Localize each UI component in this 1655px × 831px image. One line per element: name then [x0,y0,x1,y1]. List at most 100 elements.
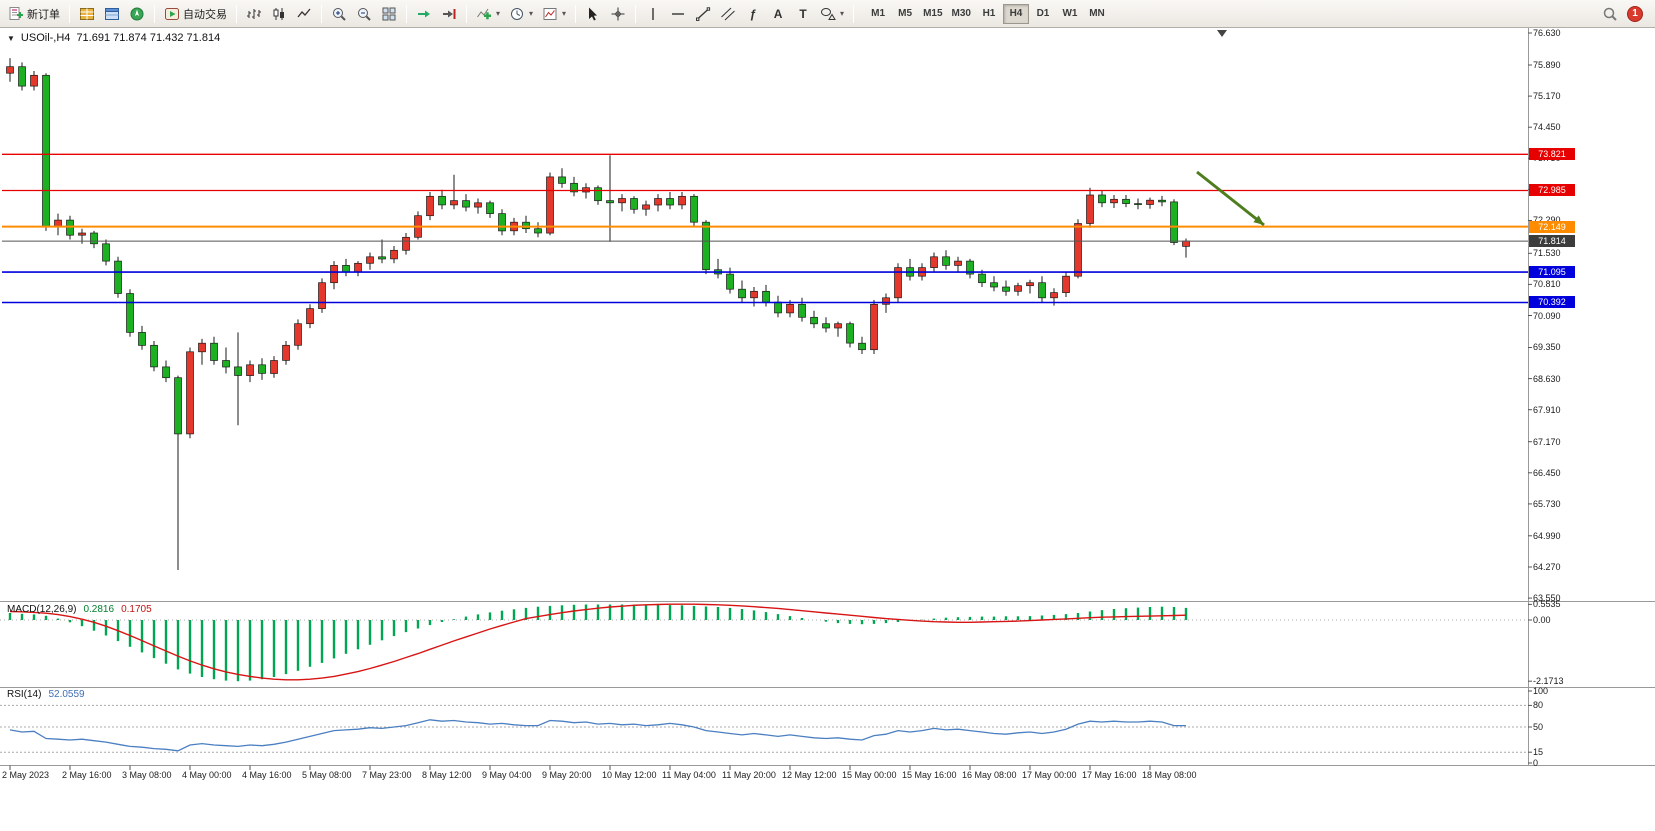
crosshair-button[interactable] [606,3,630,25]
toolbar-separator [321,4,322,23]
toolbar-separator [69,4,70,23]
data-window-button[interactable] [100,3,124,25]
candle [6,58,14,82]
zoom-in-button[interactable] [327,3,351,25]
candlestick-chart-button[interactable] [267,3,291,25]
shapes-button[interactable]: ▾ [816,3,848,25]
candle [450,174,458,210]
search-button[interactable] [1598,3,1622,25]
chart-shift-button[interactable] [437,3,461,25]
cursor-icon [589,7,598,20]
autotrading-icon [165,7,179,20]
text-button[interactable]: A [766,3,790,25]
vertical-line-button[interactable] [641,3,665,25]
candle [1098,190,1106,208]
autotrading-button[interactable]: 自动交易 [160,3,231,25]
market-watch-icon [80,7,94,20]
candle [714,258,722,279]
tf-button-w1[interactable]: W1 [1062,8,1078,19]
tf-button-m15[interactable]: M15 [923,8,943,19]
market-watch-button[interactable] [75,3,99,25]
chart-shift-icon [443,8,456,19]
candle [942,250,950,270]
periods-button[interactable]: ▾ [505,3,537,25]
clock-icon [511,7,524,20]
indicators-button[interactable]: ▾ [472,3,504,25]
candle [570,176,578,197]
navigator-button[interactable] [125,3,149,25]
candle [402,233,410,255]
macd-signal-line [9,603,1187,681]
candle [378,239,386,264]
bar-chart-button[interactable] [242,3,266,25]
candle [330,261,338,290]
new-order-button[interactable]: 新订单 [4,3,64,25]
candle [282,341,290,365]
candle [234,332,242,426]
candle [186,347,194,439]
candle [642,200,650,216]
candle [702,220,710,275]
tf-button-mn[interactable]: MN [1089,8,1105,19]
tf-button-h4[interactable]: H4 [1002,3,1029,24]
timeframe-toolbar: M1 M5 M15 M30 H1 H4 D1 W1 MN [865,3,1110,24]
data-window-icon [105,7,119,20]
toolbar-separator [853,4,855,23]
candle [774,295,782,318]
candle [1014,282,1022,296]
horizontal-line-button[interactable] [666,3,690,25]
line-chart-icon [297,8,311,17]
chart-window: 76.630 75.890 75.170 74.450 73.730 73.010 72.2… [0,28,1655,831]
templates-button[interactable]: ▾ [538,3,570,25]
indicators-icon [477,8,491,19]
auto-scroll-button[interactable] [412,3,436,25]
channel-button[interactable] [716,3,740,25]
tf-button-m30[interactable]: M30 [951,8,971,19]
candle [678,192,686,210]
toolbar-separator [635,4,637,23]
candle [30,71,38,91]
cursor-button[interactable] [581,3,605,25]
macd-label: MACD(12,26,9) 0.2816 0.1705 [7,604,152,615]
notification-badge[interactable]: 1 [1627,5,1643,22]
zoom-in-icon [333,7,346,21]
trend-arrow[interactable] [1196,170,1265,227]
candle [114,256,122,298]
chart-shift-marker[interactable] [1217,30,1227,37]
tf-button-h1[interactable]: H1 [982,8,996,19]
candle [870,300,878,354]
line-chart-button[interactable] [292,3,316,25]
tf-button-m5[interactable]: M5 [898,8,913,19]
toolbar-separator [154,4,155,23]
candle [834,321,842,337]
candle [174,375,182,570]
candle [414,211,422,240]
candle [474,198,482,214]
candle [1146,197,1154,209]
autotrading-label: 自动交易 [183,8,227,21]
chart-canvas[interactable] [0,28,1655,831]
zoom-out-button[interactable] [352,3,376,25]
tile-windows-icon [382,7,396,20]
macd-name: MACD(12,26,9) [7,604,77,615]
collapse-icon[interactable]: ▼ [7,33,15,43]
candle [546,172,554,236]
fibonacci-button[interactable]: ƒ [741,3,765,25]
chevron-down-icon: ▾ [496,9,501,18]
navigator-icon [130,7,144,20]
trendline-button[interactable] [691,3,715,25]
candle [1074,219,1082,279]
macd-signal-value: 0.1705 [121,604,152,615]
tf-button-d1[interactable]: D1 [1036,8,1050,19]
candle [654,194,662,212]
text-label-button[interactable]: T [791,3,815,25]
candle [270,356,278,378]
tf-button-m1[interactable]: M1 [871,8,886,19]
macd-layer [0,603,1528,682]
tile-windows-button[interactable] [377,3,401,25]
rsi-label: RSI(14) 52.0559 [7,689,85,700]
candle [1026,279,1034,294]
candle [966,258,974,279]
candle [138,325,146,350]
rsi-line [9,719,1186,752]
